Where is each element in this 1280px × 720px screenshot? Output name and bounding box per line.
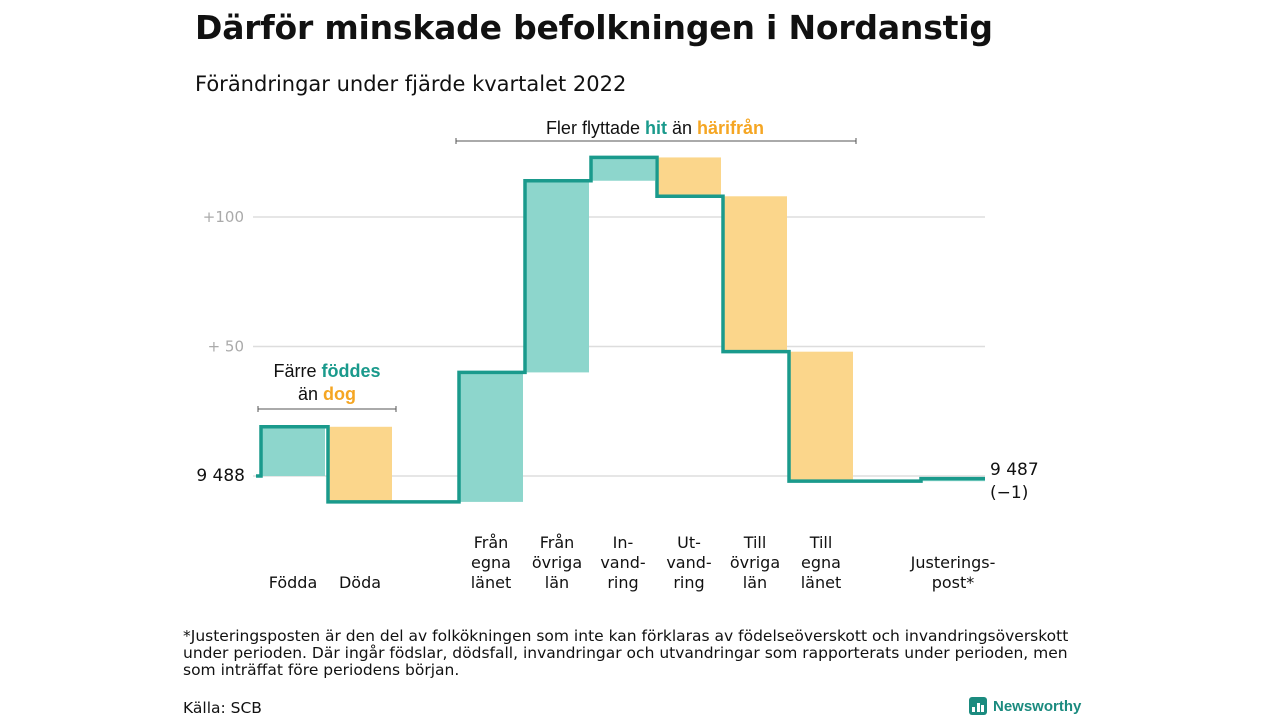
waterfall-bar (789, 351, 853, 482)
category-label: Ut- (677, 533, 701, 552)
source-label: Källa: SCB (183, 699, 262, 717)
category-label: övriga (532, 553, 582, 572)
y-tick-label: + 50 (208, 338, 244, 356)
category-label: vand- (666, 553, 711, 572)
chart-title: Därför minskade befolkningen i Nordansti… (195, 8, 993, 47)
category-label: egna (801, 553, 841, 572)
waterfall-bar (657, 157, 721, 197)
category-label: Justerings- (910, 553, 996, 572)
end-value-label: 9 487 (990, 460, 1039, 480)
category-label: länet (801, 573, 842, 592)
category-label: ring (673, 573, 704, 592)
category-label: Döda (339, 573, 381, 592)
waterfall-bar (591, 157, 655, 181)
waterfall-bar (723, 196, 787, 352)
category-label: Till (809, 533, 833, 552)
level-line (256, 155, 985, 504)
category-label: egna (471, 553, 511, 572)
category-label: ring (607, 573, 638, 592)
category-label: länet (471, 573, 512, 592)
end-change-label: (−1) (990, 483, 1028, 503)
waterfall-bar (261, 426, 325, 476)
annotation-births-line2: än dog (298, 384, 356, 404)
waterfall-bar (459, 372, 523, 502)
waterfall-bar (328, 426, 392, 502)
category-label: Födda (269, 573, 318, 592)
waterfall-bar (525, 180, 589, 373)
chart-subtitle: Förändringar under fjärde kvartalet 2022 (195, 72, 627, 96)
brand-logo: Newsworthy (969, 697, 1081, 715)
category-label: Till (743, 533, 767, 552)
category-label: Från (474, 533, 509, 552)
start-value-label: 9 488 (196, 466, 245, 486)
brand-name: Newsworthy (993, 697, 1082, 715)
category-label: län (545, 573, 569, 592)
category-label: post* (932, 573, 975, 592)
category-label: län (743, 573, 767, 592)
category-label: övriga (730, 553, 780, 572)
newsworthy-icon (969, 697, 987, 715)
footnote: *Justeringsposten är den del av folkökni… (183, 627, 1069, 679)
category-label: In- (613, 533, 634, 552)
category-label: vand- (600, 553, 645, 572)
category-label: Från (540, 533, 575, 552)
annotation-births-line1: Färre föddes (273, 361, 380, 381)
y-tick-label: +100 (203, 208, 244, 226)
annotation-migration: Fler flyttade hit än härifrån (546, 118, 764, 138)
